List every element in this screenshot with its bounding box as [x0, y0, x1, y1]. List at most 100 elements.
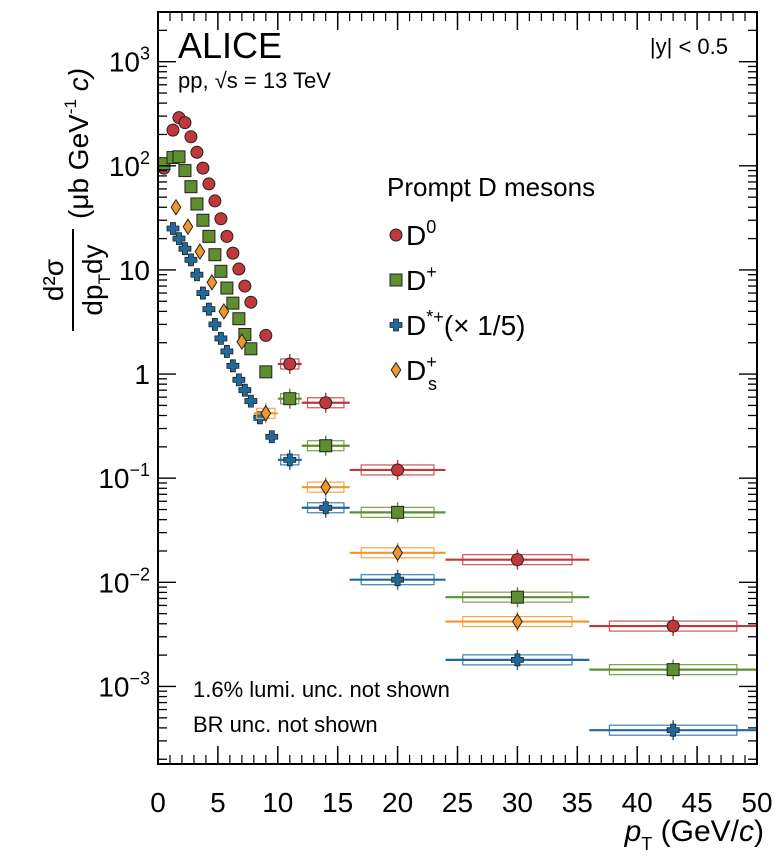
legend-entry: D+ — [389, 262, 437, 296]
data-point — [283, 453, 297, 467]
data-point — [190, 268, 204, 282]
data-point — [259, 328, 273, 342]
data-point — [392, 544, 403, 562]
data-point — [166, 123, 180, 137]
x-tick-label: 40 — [622, 787, 653, 818]
y-tick-label: 10−3 — [98, 668, 150, 702]
x-tick-label: 25 — [442, 787, 473, 818]
legend-title: Prompt D mesons — [387, 172, 595, 202]
y-tick-label: 103 — [109, 44, 150, 78]
data-point — [194, 243, 206, 261]
data-point — [238, 279, 252, 293]
y-axis-title-den: dpTdy — [77, 244, 114, 315]
data-point — [391, 463, 405, 477]
data-point — [172, 150, 186, 164]
x-axis-title: pT (GeV/c) — [624, 815, 764, 854]
data-point — [214, 264, 228, 278]
y-axis-title-num: d²σ — [38, 259, 69, 301]
legend-marker — [389, 228, 403, 242]
data-point — [182, 218, 194, 236]
y-axis-title: d²σ dpTdy (μb GeV-1 c) — [38, 68, 114, 331]
data-point — [260, 404, 272, 422]
series-d- — [157, 150, 757, 680]
legend-label: D+ — [406, 262, 437, 296]
data-point — [218, 302, 230, 320]
data-point — [226, 359, 240, 373]
legend-marker — [390, 361, 402, 379]
y-tick-label: 10 — [119, 255, 150, 286]
data-point — [510, 553, 524, 567]
x-tick-label: 5 — [210, 787, 226, 818]
data-point — [283, 357, 297, 371]
data-point — [196, 161, 210, 175]
data-point — [265, 430, 279, 444]
y-tick-label: 1 — [134, 359, 150, 390]
data-point — [184, 130, 198, 144]
data-point — [320, 478, 332, 496]
data-point — [220, 229, 234, 243]
legend-marker — [389, 273, 403, 287]
legend-entry: D*+(× 1/5) — [389, 307, 525, 341]
x-tick-label: 15 — [322, 787, 353, 818]
data-point — [214, 212, 228, 226]
data-point — [196, 286, 210, 300]
legend-marker — [389, 318, 403, 332]
x-tick-label: 45 — [682, 787, 713, 818]
x-tick-label: 20 — [382, 787, 413, 818]
data-point — [236, 333, 248, 351]
data-point — [510, 590, 524, 604]
data-point — [232, 262, 246, 276]
data-point — [178, 242, 192, 256]
x-tick-label: 35 — [562, 787, 593, 818]
series-d-1-5- — [166, 222, 757, 741]
data-point — [214, 332, 228, 345]
legend-label: D*+(× 1/5) — [406, 307, 525, 341]
data-point — [259, 365, 273, 379]
data-point — [202, 229, 216, 243]
data-point — [238, 383, 252, 397]
data-point — [244, 394, 258, 408]
data-point — [244, 295, 258, 309]
data-point — [512, 613, 523, 630]
data-point — [319, 439, 333, 453]
data-point — [391, 573, 405, 587]
data-point — [166, 222, 180, 235]
data-point — [666, 723, 680, 737]
data-point — [208, 317, 222, 331]
data-point — [226, 246, 240, 260]
data-point — [391, 505, 405, 519]
data-point — [666, 663, 680, 677]
series-ds- — [170, 198, 590, 632]
legend-label: D+ s — [406, 352, 437, 394]
data-point — [184, 180, 198, 194]
data-point — [666, 619, 680, 633]
note-luminosity: 1.6% lumi. unc. not shown — [193, 677, 450, 702]
experiment-label: ALICE — [178, 25, 282, 66]
data-point — [232, 312, 246, 326]
series-d0 — [157, 111, 757, 637]
data-point — [220, 281, 234, 295]
data-point — [190, 197, 204, 211]
data-point — [283, 392, 297, 406]
data-point — [510, 653, 524, 667]
y-axis-title-unit: (μb GeV-1 c) — [61, 68, 94, 219]
data-point — [170, 198, 182, 216]
data-point — [202, 177, 216, 191]
data-point — [319, 396, 333, 410]
data-point — [196, 213, 210, 227]
collision-system-label: pp, √s = 13 TeV — [178, 68, 331, 93]
data-point — [202, 302, 216, 316]
x-tick-label: 10 — [262, 787, 293, 818]
data-point — [206, 273, 218, 291]
data-point — [178, 164, 192, 178]
legend-entry: D0 — [389, 217, 436, 251]
data-point — [220, 345, 234, 358]
x-tick-label: 30 — [502, 787, 533, 818]
data-point — [172, 232, 186, 245]
data-point — [184, 253, 198, 267]
note-branching-ratio: BR unc. not shown — [193, 712, 378, 737]
data-point — [232, 373, 246, 387]
data-point — [208, 194, 222, 208]
y-tick-label: 10−2 — [98, 564, 150, 598]
